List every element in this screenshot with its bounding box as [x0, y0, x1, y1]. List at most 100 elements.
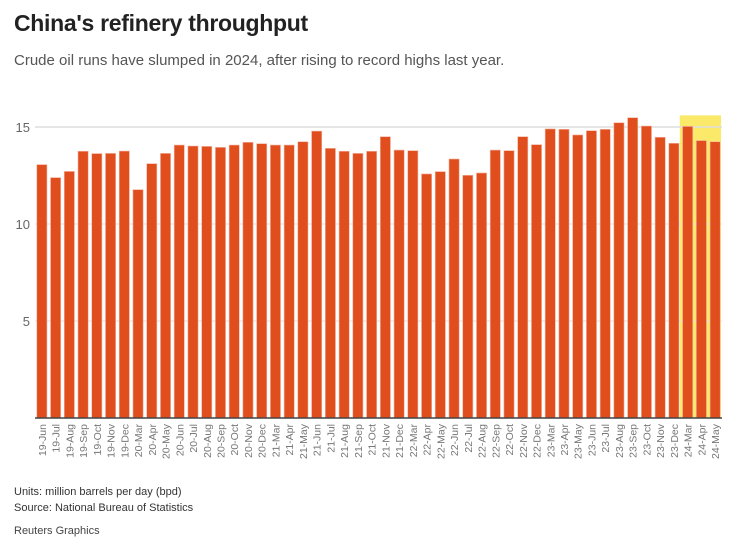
x-tick-label: 23-Sep	[628, 424, 640, 458]
x-tick-label: 22-Oct	[504, 424, 516, 456]
x-tick-label: 21-Jun	[312, 424, 324, 456]
bar	[146, 163, 158, 419]
bar	[682, 126, 694, 419]
bar	[434, 171, 446, 419]
x-tick-label: 19-Dec	[119, 424, 131, 458]
bar	[586, 130, 597, 419]
x-tick-label: 19-Sep	[78, 424, 90, 458]
bar	[187, 145, 199, 419]
bar	[572, 134, 584, 419]
bar	[558, 129, 570, 419]
x-tick-label: 20-Mar	[133, 424, 145, 458]
bar	[709, 141, 721, 419]
x-tick-label: 22-Apr	[422, 423, 434, 455]
bar	[448, 158, 460, 419]
bar	[283, 144, 295, 419]
x-tick-label: 20-Nov	[243, 423, 255, 458]
bar	[50, 177, 61, 419]
x-tick-label: 20-Aug	[202, 424, 214, 458]
x-tick-label: 23-Nov	[655, 423, 667, 458]
bar	[696, 140, 707, 419]
x-tick-label: 22-May	[435, 423, 447, 459]
x-tick-label: 20-Oct	[229, 424, 241, 456]
bar	[668, 142, 680, 419]
x-tick-label: 22-Sep	[490, 424, 502, 458]
bar	[641, 125, 652, 419]
x-tick-label: 22-Jul	[463, 424, 475, 453]
x-tick-label: 21-Dec	[394, 424, 406, 458]
units-note: Units: million barrels per day (bpd)	[14, 486, 182, 498]
bar-chart: 5 10 15 19-Jun 19-Jul 19-Aug 19-Sep 19-Oct 19-No…	[16, 115, 722, 459]
x-tick-label: 20-Jun	[174, 424, 186, 456]
bar	[325, 148, 336, 419]
x-tick-label: 21-Nov	[380, 423, 392, 458]
bar	[338, 150, 350, 419]
x-tick-label: 22-Aug	[477, 424, 489, 458]
bar	[366, 150, 378, 419]
x-tick-label: 23-May	[573, 423, 585, 459]
bar	[503, 150, 515, 419]
x-tick-label: 24-May	[710, 423, 722, 459]
x-tick-label: 23-Apr	[559, 423, 571, 455]
y-tick-label: 5	[23, 314, 30, 329]
bar	[544, 128, 556, 419]
credit-note: Reuters Graphics	[14, 525, 100, 537]
bar	[256, 143, 268, 419]
x-tick-label: 23-Aug	[614, 424, 626, 458]
bar	[297, 141, 309, 419]
bar	[215, 147, 226, 419]
bar	[421, 173, 432, 419]
bar	[627, 117, 639, 419]
x-tick-label: 20-Jul	[188, 424, 200, 453]
bar	[160, 153, 171, 419]
bar	[173, 144, 185, 419]
bar	[654, 136, 666, 419]
chart-title: China's refinery throughput	[14, 10, 308, 36]
x-tick-label: 22-Mar	[408, 424, 420, 458]
x-tick-label: 19-Jul	[51, 424, 63, 453]
x-tick-label: 24-Apr	[696, 423, 708, 455]
x-tick-label: 23-Jul	[600, 424, 612, 453]
x-tick-label: 23-Mar	[545, 424, 557, 458]
bar	[379, 136, 391, 419]
x-tick-label: 21-Aug	[339, 424, 351, 458]
x-tick-label: 20-May	[161, 423, 173, 459]
x-tick-label: 21-Oct	[367, 424, 379, 456]
bar	[352, 153, 364, 419]
x-tick-label: 20-Sep	[215, 424, 227, 458]
bar	[201, 146, 213, 419]
bar	[489, 149, 501, 419]
x-tick-label: 19-Jun	[37, 424, 49, 456]
x-tick-label: 20-Apr	[147, 423, 159, 455]
bar	[517, 136, 529, 419]
bar	[270, 144, 281, 419]
x-tick-label: 22-Jun	[449, 424, 461, 456]
x-tick-label: 24-Mar	[683, 424, 695, 458]
bar	[132, 189, 144, 419]
x-tick-label: 23-Oct	[641, 424, 653, 456]
chart-subtitle: Crude oil runs have slumped in 2024, aft…	[14, 52, 505, 69]
x-tick-label: 19-Aug	[64, 424, 76, 458]
bar	[462, 175, 474, 419]
x-tick-label: 21-Mar	[270, 424, 282, 458]
y-tick-label: 10	[16, 217, 30, 232]
x-tick-label: 22-Nov	[518, 423, 530, 458]
bar	[311, 130, 323, 419]
x-tick-label: 21-Sep	[353, 424, 365, 458]
x-tick-label: 23-Jun	[586, 424, 598, 456]
bar	[531, 144, 542, 419]
x-tick-label: 19-Nov	[106, 423, 118, 458]
bar	[613, 122, 625, 419]
bar	[77, 150, 89, 419]
bar	[36, 164, 48, 419]
x-tick-label: 21-Apr	[284, 423, 296, 455]
x-tick-label: 23-Dec	[669, 424, 681, 458]
bar	[63, 171, 75, 419]
bar	[393, 149, 405, 419]
bar	[476, 172, 487, 419]
bar	[228, 144, 240, 419]
x-tick-label: 21-May	[298, 423, 310, 459]
bar	[599, 129, 611, 419]
x-tick-label: 20-Dec	[257, 424, 269, 458]
bar	[105, 153, 116, 419]
